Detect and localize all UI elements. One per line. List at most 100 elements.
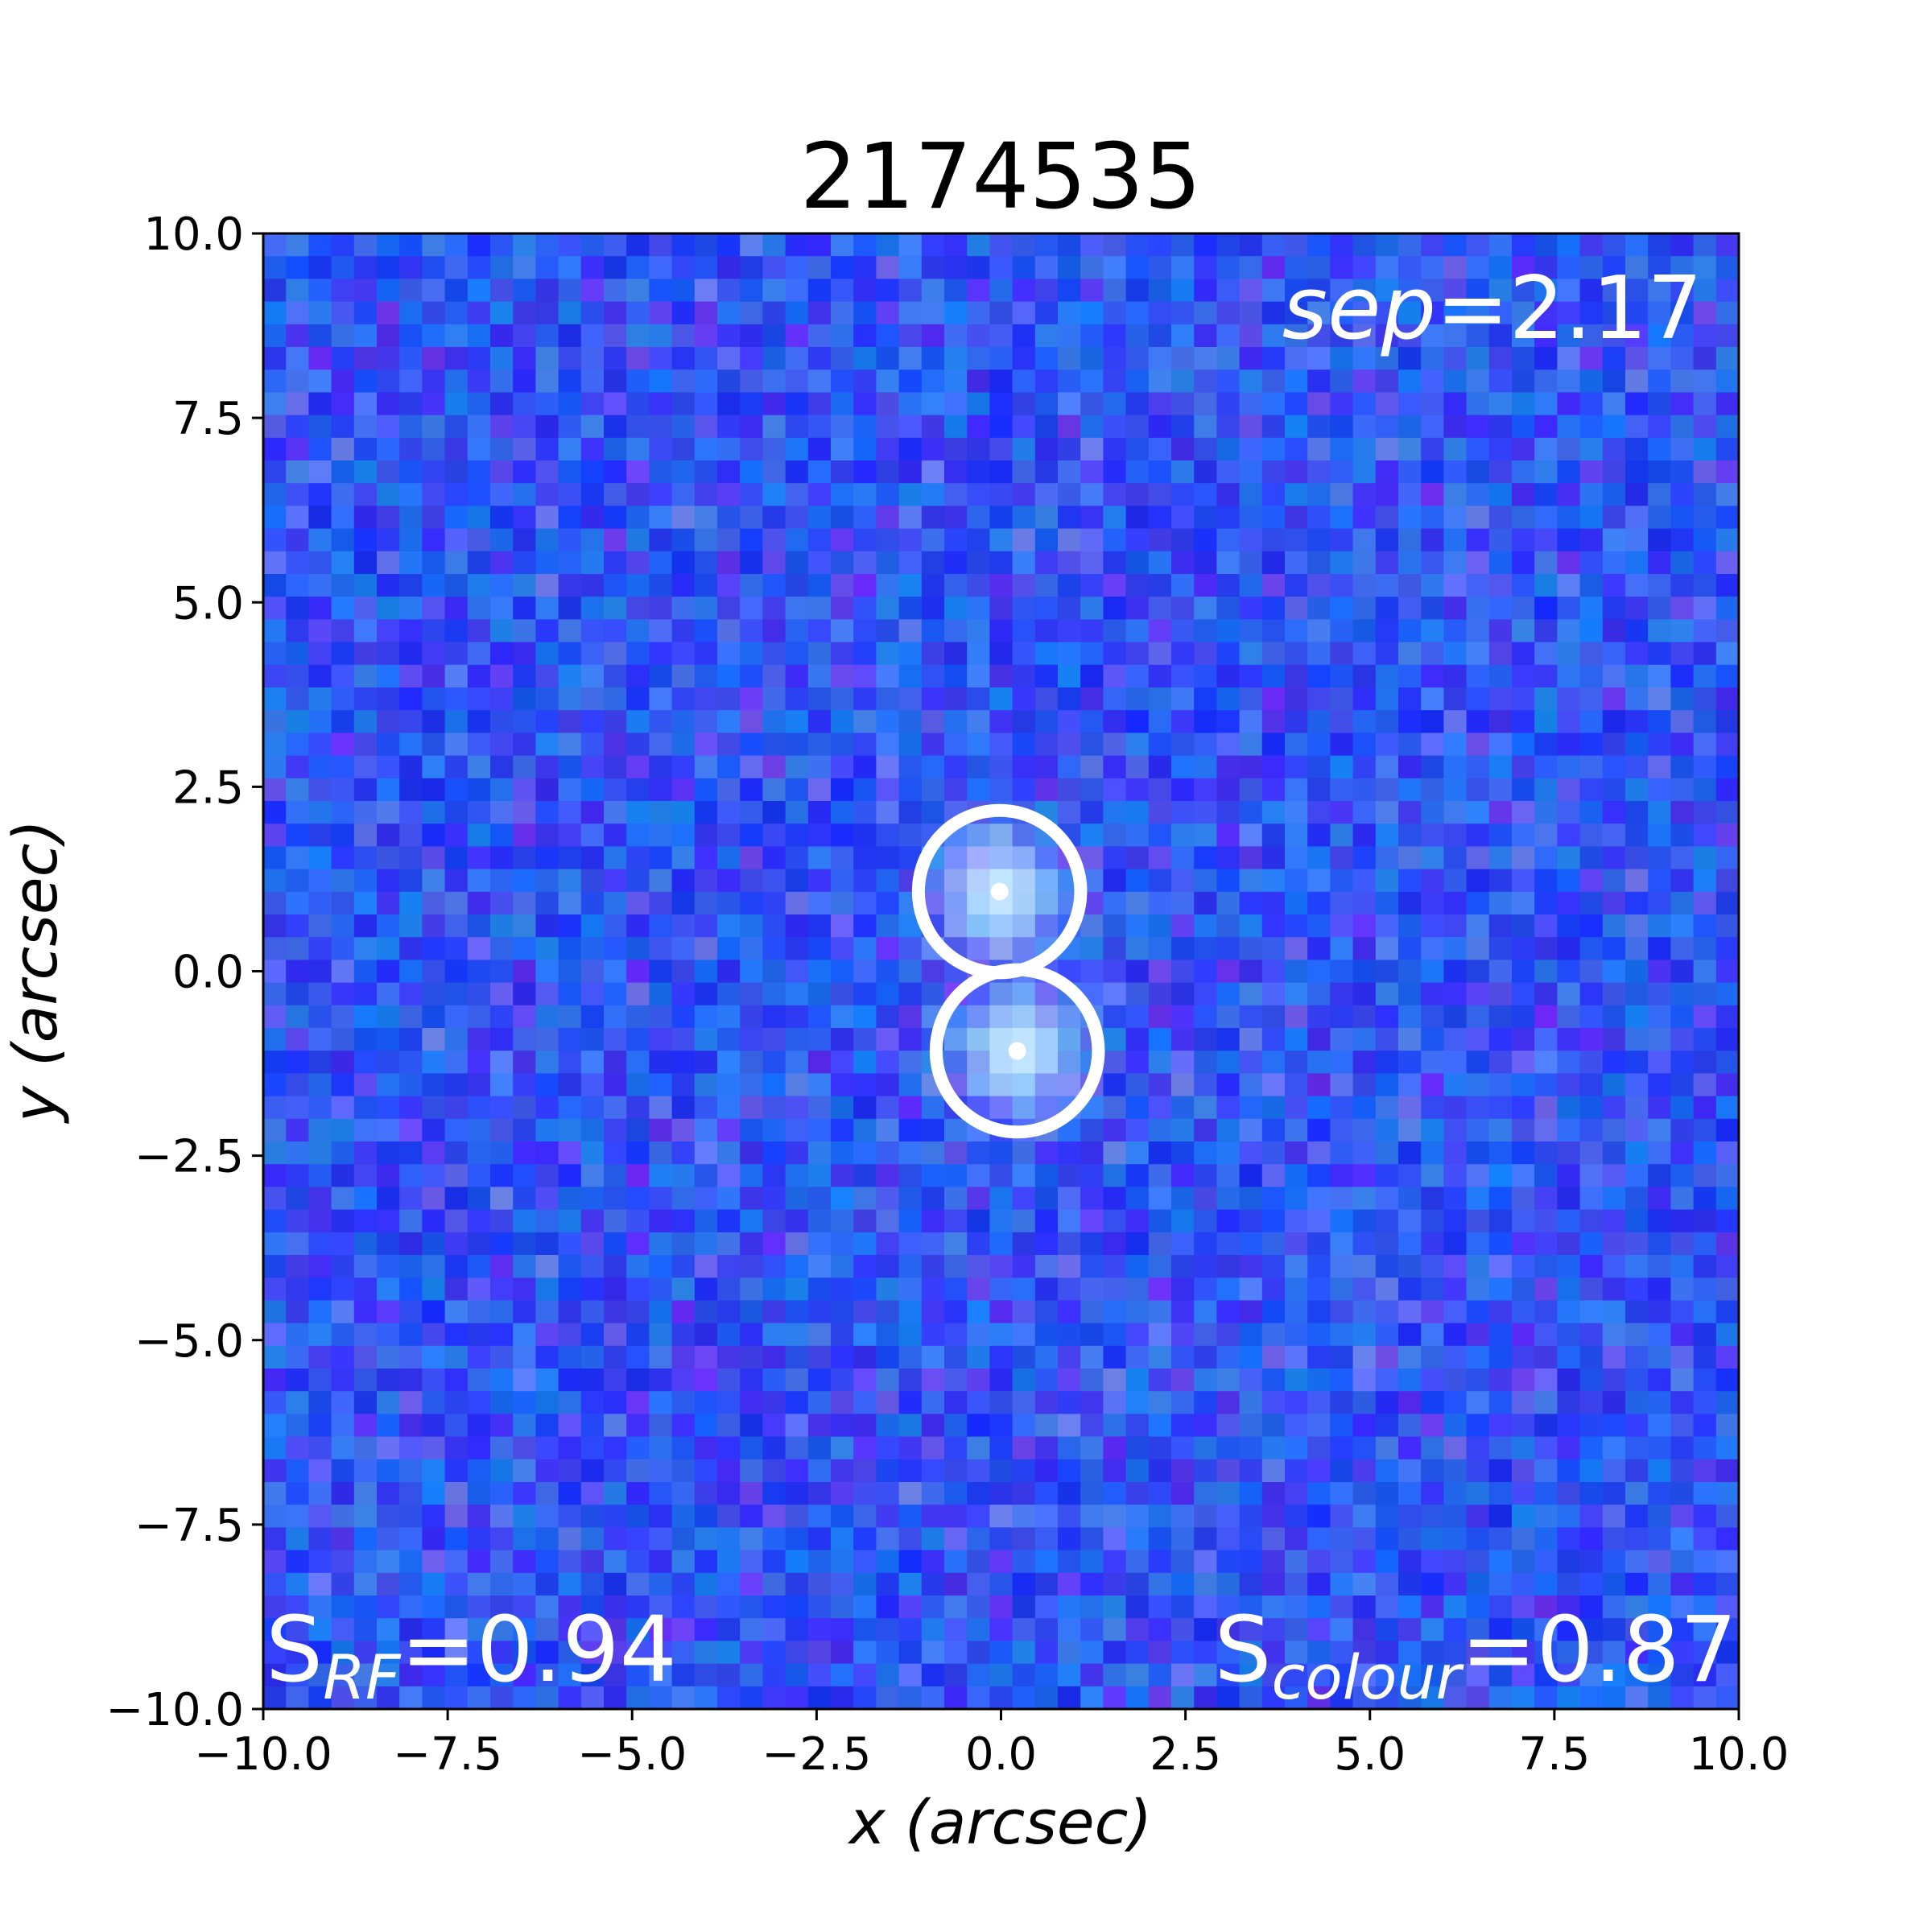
image-pixel — [1148, 437, 1172, 461]
image-pixel — [1239, 1300, 1263, 1324]
image-pixel — [444, 1141, 469, 1165]
image-pixel — [444, 642, 469, 666]
image-pixel — [399, 369, 423, 393]
image-pixel — [1648, 1164, 1671, 1187]
image-pixel — [490, 1278, 514, 1301]
image-pixel — [1058, 1391, 1081, 1414]
image-pixel — [1285, 914, 1308, 938]
svg-text:Scolour=0.87: Scolour=0.87 — [1214, 1598, 1737, 1713]
image-pixel — [377, 233, 400, 257]
image-pixel — [1512, 1209, 1535, 1233]
image-pixel — [1579, 1141, 1604, 1165]
image-pixel — [1398, 369, 1422, 393]
image-pixel — [626, 755, 650, 779]
image-pixel — [535, 1300, 559, 1324]
image-pixel — [1693, 460, 1717, 484]
image-pixel — [1375, 1209, 1399, 1233]
image-pixel — [853, 1663, 877, 1687]
image-pixel — [1693, 1051, 1717, 1074]
image-pixel — [1443, 1141, 1468, 1165]
image-pixel — [422, 301, 446, 325]
image-pixel — [717, 1005, 741, 1029]
image-pixel — [626, 437, 650, 461]
image-pixel — [399, 1527, 423, 1551]
image-pixel — [853, 369, 877, 393]
image-pixel — [831, 1686, 854, 1709]
image-pixel — [580, 1300, 605, 1324]
image-pixel — [422, 1118, 446, 1142]
image-pixel — [513, 914, 536, 938]
image-pixel — [444, 733, 469, 757]
image-pixel — [513, 1232, 536, 1256]
image-pixel — [921, 710, 945, 733]
image-pixel — [1557, 1028, 1581, 1051]
image-pixel — [1216, 279, 1241, 303]
image-pixel — [626, 1436, 650, 1460]
image-pixel — [1512, 1368, 1535, 1392]
image-pixel — [513, 1505, 536, 1528]
image-pixel — [989, 755, 1013, 779]
image-pixel — [1443, 1596, 1468, 1619]
image-pixel — [1261, 642, 1286, 666]
image-pixel — [1261, 1436, 1286, 1460]
image-pixel — [1421, 1345, 1444, 1369]
image-pixel — [1375, 301, 1399, 325]
image-pixel — [1625, 1005, 1649, 1029]
image-pixel — [1194, 1345, 1217, 1369]
image-pixel — [1239, 1459, 1263, 1483]
image-pixel — [263, 619, 287, 643]
image-pixel — [649, 1209, 673, 1233]
image-pixel — [1034, 1323, 1059, 1347]
image-pixel — [377, 437, 400, 461]
image-pixel — [1103, 1345, 1127, 1369]
image-pixel — [649, 914, 673, 938]
image-pixel — [921, 551, 945, 575]
image-pixel — [1080, 483, 1104, 506]
image-pixel — [1261, 1663, 1286, 1687]
image-pixel — [1012, 528, 1036, 552]
image-pixel — [1171, 891, 1195, 915]
image-pixel — [377, 733, 400, 757]
image-pixel — [671, 1641, 696, 1665]
image-pixel — [399, 1686, 423, 1709]
image-pixel — [580, 1391, 605, 1414]
image-pixel — [377, 755, 400, 779]
image-pixel — [1670, 1323, 1695, 1347]
image-pixel — [580, 233, 605, 257]
image-pixel — [921, 1141, 945, 1165]
image-pixel — [308, 733, 332, 757]
image-pixel — [762, 301, 786, 325]
image-pixel — [853, 778, 877, 802]
image-pixel — [944, 437, 968, 461]
image-pixel — [876, 1505, 900, 1528]
image-pixel — [740, 1118, 763, 1142]
image-pixel — [876, 1073, 900, 1097]
image-pixel — [377, 891, 400, 915]
image-pixel — [762, 1505, 786, 1528]
image-pixel — [1103, 1051, 1127, 1074]
image-pixel — [467, 846, 491, 870]
image-pixel — [1557, 1345, 1581, 1369]
image-pixel — [853, 619, 877, 643]
image-pixel — [1148, 1096, 1172, 1120]
image-pixel — [671, 1686, 696, 1709]
image-pixel — [626, 914, 650, 938]
image-pixel — [1375, 1550, 1399, 1574]
image-pixel — [626, 1118, 650, 1142]
image-pixel — [1352, 1505, 1377, 1528]
image-pixel — [308, 392, 332, 416]
image-pixel — [263, 1345, 287, 1369]
image-pixel — [1239, 437, 1263, 461]
image-pixel — [1715, 1527, 1739, 1551]
image-pixel — [1534, 1368, 1558, 1392]
image-pixel — [1625, 733, 1649, 757]
image-pixel — [1261, 1391, 1286, 1414]
sep-value: =2.17 — [1436, 258, 1703, 359]
image-pixel — [1352, 687, 1377, 711]
image-pixel — [1330, 1209, 1354, 1233]
s-rf-label: S — [266, 1598, 323, 1703]
image-pixel — [807, 324, 832, 348]
image-pixel — [377, 392, 400, 416]
image-pixel — [1103, 1550, 1127, 1574]
image-pixel — [399, 1505, 423, 1528]
